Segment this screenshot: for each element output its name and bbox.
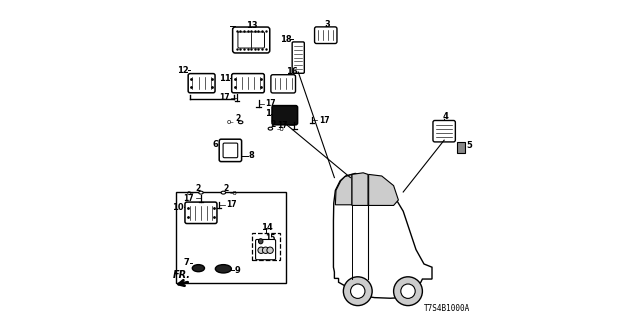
FancyBboxPatch shape (271, 75, 296, 93)
Text: T7S4B1000A: T7S4B1000A (424, 304, 470, 313)
Circle shape (258, 247, 264, 253)
Text: FR.: FR. (173, 270, 191, 280)
Circle shape (267, 247, 273, 253)
Text: 14: 14 (261, 223, 273, 232)
Text: o–: o– (187, 190, 195, 196)
FancyBboxPatch shape (255, 239, 276, 260)
Ellipse shape (192, 265, 205, 272)
Text: 8: 8 (249, 151, 254, 160)
FancyBboxPatch shape (457, 142, 465, 153)
Text: o–: o– (227, 119, 234, 125)
FancyBboxPatch shape (238, 32, 264, 48)
Circle shape (344, 277, 372, 306)
Text: 1: 1 (266, 109, 271, 118)
Ellipse shape (198, 191, 204, 194)
Circle shape (401, 284, 415, 298)
Text: –o: –o (230, 190, 237, 196)
Text: 7: 7 (184, 258, 189, 267)
Ellipse shape (259, 239, 263, 244)
Ellipse shape (268, 127, 273, 130)
Text: 2: 2 (236, 114, 241, 123)
FancyBboxPatch shape (292, 42, 305, 73)
Text: 3: 3 (324, 20, 330, 28)
Text: 2: 2 (223, 184, 228, 193)
Polygon shape (369, 174, 398, 205)
Ellipse shape (215, 265, 232, 273)
Circle shape (262, 247, 269, 253)
Text: 17: 17 (319, 116, 330, 124)
Text: 16: 16 (287, 67, 298, 76)
Circle shape (394, 277, 422, 306)
Ellipse shape (221, 191, 226, 194)
Text: –o: –o (277, 126, 285, 132)
Text: 15: 15 (265, 234, 275, 243)
FancyBboxPatch shape (188, 74, 215, 93)
Text: 13: 13 (246, 21, 258, 30)
Text: 4: 4 (443, 112, 449, 121)
Bar (176, 192, 287, 283)
FancyBboxPatch shape (272, 106, 298, 125)
Text: 17: 17 (227, 200, 237, 209)
Text: 2: 2 (270, 120, 276, 129)
Polygon shape (352, 173, 368, 205)
Text: 6: 6 (212, 140, 219, 148)
FancyBboxPatch shape (232, 74, 264, 93)
Text: 17: 17 (276, 121, 287, 130)
FancyBboxPatch shape (433, 121, 456, 142)
FancyBboxPatch shape (223, 143, 237, 158)
Text: 18: 18 (280, 35, 292, 44)
Polygon shape (335, 174, 352, 205)
Ellipse shape (238, 121, 243, 124)
FancyBboxPatch shape (315, 27, 337, 44)
Text: 2: 2 (196, 184, 201, 193)
Text: 11: 11 (219, 74, 230, 83)
FancyBboxPatch shape (219, 139, 242, 162)
Text: 17: 17 (183, 194, 194, 203)
Text: 17: 17 (266, 99, 276, 108)
FancyBboxPatch shape (233, 27, 270, 53)
Text: 10: 10 (172, 203, 184, 212)
Polygon shape (333, 173, 432, 298)
Text: 12: 12 (177, 66, 189, 75)
Text: 17: 17 (219, 93, 230, 102)
FancyBboxPatch shape (185, 202, 217, 224)
Bar (252, 233, 280, 260)
Circle shape (351, 284, 365, 298)
Text: 5: 5 (467, 141, 472, 150)
Text: 9: 9 (235, 266, 240, 275)
